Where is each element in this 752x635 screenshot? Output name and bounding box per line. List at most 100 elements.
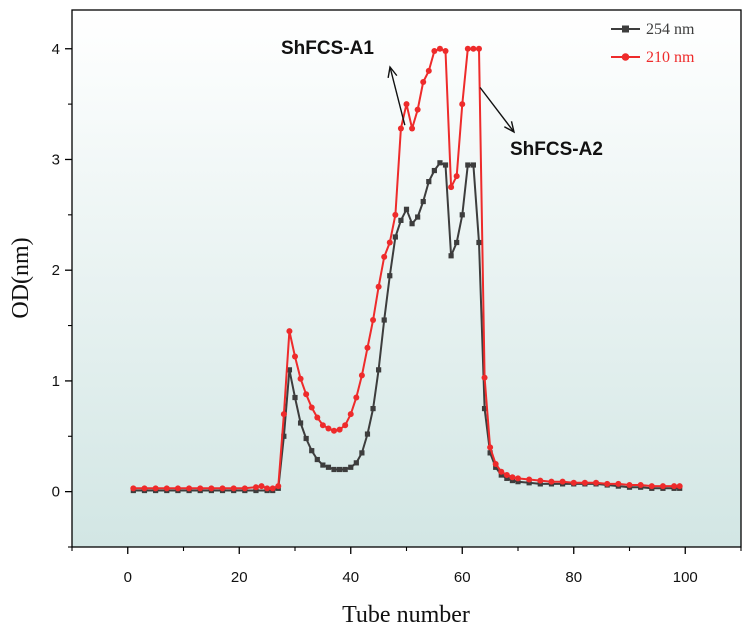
data-point [325,425,332,432]
data-point [364,431,371,437]
data-point [570,479,577,486]
data-point [503,472,510,479]
data-point [219,485,226,492]
data-point [437,160,443,166]
plot-background [72,10,741,547]
data-point [648,483,655,490]
data-point [515,479,521,485]
data-point [548,478,555,485]
data-point [626,481,633,488]
data-point [509,474,516,481]
data-point [526,476,533,483]
annotation-arrow [479,87,515,133]
data-point [481,374,488,381]
x-tick-label: 80 [565,569,582,586]
data-point [454,239,460,246]
x-axis-title: Tube number [342,602,470,628]
data-point [163,485,170,492]
data-point [459,212,465,218]
data-point [464,45,471,52]
data-point [448,184,455,191]
data-point [375,283,382,290]
x-tick-label: 0 [124,569,132,586]
data-point [537,481,543,487]
data-point [376,367,382,373]
data-point [186,485,193,492]
data-point [398,217,404,223]
data-point [504,475,510,481]
annotation-arrowhead [504,121,516,134]
data-point [492,460,499,467]
data-point [593,479,600,486]
data-point [581,479,588,486]
annotation-arrow [389,66,406,126]
data-point [671,483,678,490]
data-point [241,485,248,492]
data-point [286,367,293,373]
data-point [281,433,287,439]
data-point [470,162,476,168]
data-point [453,173,460,180]
data-point [397,125,404,132]
data-point [615,480,622,487]
data-point [442,162,449,168]
legend-marker [621,53,630,61]
data-point [537,477,544,484]
data-point [347,411,354,418]
axis-layer: 0 20 40 60 80 100 0 1 2 3 4 [52,41,742,586]
y-tick-label: 1 [52,373,60,390]
legend-label: 254 nm [646,21,695,38]
data-point [230,485,237,492]
data-point [498,468,505,475]
data-point [314,414,321,421]
data-point [487,450,493,456]
data-point [509,477,516,484]
data-point [353,394,360,401]
legend-marker [622,25,629,33]
x-tick-label: 20 [231,569,248,586]
data-point [152,485,159,492]
data-point [319,422,326,429]
series-1 [130,45,683,492]
data-point [465,162,471,168]
data-point [387,273,393,279]
data-point [420,78,427,85]
data-point [676,483,683,490]
data-point [336,426,343,433]
data-point [515,475,521,482]
data-point [481,405,488,412]
data-point [174,485,181,492]
y-tick-label: 3 [52,151,60,168]
data-point [258,483,265,490]
annotation-arrowhead [387,65,398,78]
data-point [370,405,376,412]
data-point [130,485,137,492]
data-point [292,353,298,360]
data-point [448,253,454,259]
data-point [325,464,332,470]
data-point [303,435,309,442]
data-point [659,483,666,490]
data-point [348,464,354,470]
data-point [292,394,298,401]
data-point [559,478,566,485]
data-point [431,167,437,174]
data-point [342,422,349,429]
data-point [264,485,271,492]
data-point [637,481,644,488]
data-point [359,450,365,456]
data-point [420,198,426,205]
data-point [280,411,287,418]
data-point [414,106,421,113]
data-point [253,487,259,494]
data-point [526,480,532,486]
data-point [309,448,315,454]
data-point [252,484,259,491]
annotation-shfcs-a1: ShFCS-A1 [281,38,374,59]
data-point [358,372,365,379]
data-point [331,466,337,473]
data-point [493,464,499,470]
data-point [470,45,477,52]
data-point [475,45,482,52]
